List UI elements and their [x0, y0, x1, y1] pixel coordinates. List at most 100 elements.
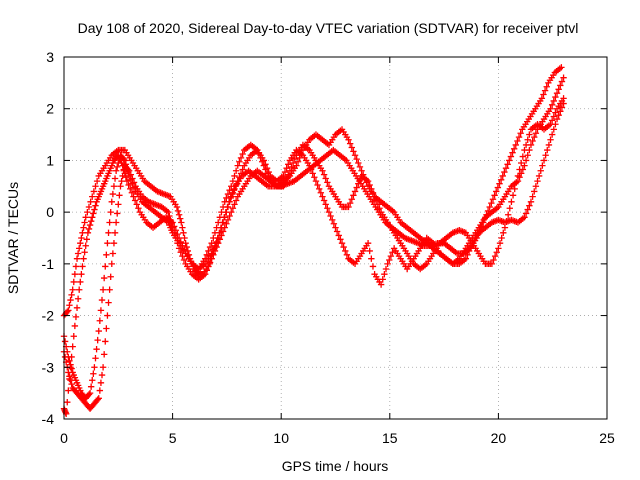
data-point	[103, 251, 110, 259]
data-point	[368, 255, 375, 262]
data-point	[218, 232, 225, 239]
data-point	[462, 255, 470, 262]
data-point	[175, 211, 183, 218]
data-point	[324, 179, 331, 186]
data-point	[179, 242, 186, 249]
data-point	[68, 380, 75, 388]
data-point	[524, 152, 531, 159]
data-point	[131, 197, 139, 204]
data-point	[540, 157, 548, 164]
data-point	[560, 95, 567, 102]
y-tick-label: 2	[46, 101, 54, 117]
data-point	[529, 137, 536, 145]
data-point	[353, 155, 360, 163]
data-point	[281, 168, 289, 176]
data-point	[531, 133, 538, 141]
data-point	[219, 203, 227, 211]
data-point	[514, 172, 522, 180]
data-point	[224, 216, 232, 224]
data-point	[281, 179, 289, 186]
data-point	[389, 249, 396, 256]
data-point	[210, 234, 217, 242]
data-point	[467, 243, 474, 251]
data-point	[345, 136, 352, 143]
data-point	[335, 232, 342, 239]
data-point	[125, 181, 132, 189]
data-point	[229, 205, 237, 212]
data-point	[104, 239, 111, 247]
data-point	[208, 239, 215, 247]
data-point	[68, 365, 75, 372]
data-point	[522, 141, 530, 149]
data-point	[215, 239, 222, 247]
data-point	[107, 208, 114, 216]
data-point	[110, 239, 118, 247]
data-point	[547, 105, 554, 112]
data-point	[92, 355, 99, 362]
data-point	[258, 158, 266, 165]
data-point	[71, 271, 79, 278]
data-point	[374, 201, 382, 208]
data-point	[348, 144, 355, 151]
data-point	[356, 163, 364, 171]
data-point	[488, 199, 495, 207]
data-point	[538, 95, 546, 102]
series-track-2	[60, 74, 567, 402]
data-point	[257, 154, 264, 162]
data-point	[534, 177, 541, 185]
data-point	[114, 210, 121, 217]
data-point	[531, 188, 538, 195]
data-point	[506, 205, 514, 212]
series-track-4	[60, 95, 567, 418]
series-track-3	[60, 100, 567, 412]
data-point	[283, 164, 290, 172]
data-point	[489, 196, 497, 203]
data-point	[127, 185, 134, 193]
data-point	[350, 148, 357, 155]
data-point	[333, 228, 341, 235]
data-point	[515, 133, 523, 141]
data-point	[115, 201, 122, 208]
data-point	[201, 271, 209, 278]
data-point	[65, 387, 72, 394]
data-point	[337, 236, 344, 243]
data-point	[92, 202, 99, 209]
data-point	[127, 171, 134, 178]
data-point	[234, 162, 241, 169]
data-point	[371, 193, 378, 200]
data-point	[135, 205, 142, 212]
y-axis-label: SDTVAR / TECUs	[5, 182, 21, 294]
data-point	[90, 370, 97, 377]
data-point	[107, 273, 114, 280]
x-tick-label: 20	[491, 430, 507, 446]
data-point	[545, 141, 553, 149]
data-point	[348, 196, 355, 203]
data-point	[61, 353, 69, 361]
data-point	[501, 224, 509, 231]
data-point	[106, 219, 113, 226]
data-point	[177, 215, 184, 222]
data-point	[288, 163, 295, 171]
data-point	[125, 167, 133, 174]
data-point	[228, 193, 235, 200]
data-point	[78, 234, 85, 242]
data-point	[351, 188, 359, 195]
data-point	[497, 176, 505, 184]
data-point	[309, 170, 316, 177]
data-point	[69, 343, 76, 350]
y-tick-label: -2	[42, 308, 55, 324]
data-point	[376, 205, 383, 212]
data-point	[94, 336, 101, 344]
data-point	[219, 228, 227, 235]
data-point	[508, 198, 515, 205]
data-point	[490, 256, 497, 264]
data-point	[87, 383, 95, 390]
data-point	[506, 157, 513, 164]
data-point	[123, 177, 131, 185]
data-point	[91, 206, 98, 213]
data-point	[81, 249, 88, 256]
data-point	[120, 155, 127, 163]
data-point	[109, 250, 117, 257]
data-point	[342, 247, 349, 255]
chart-title: Day 108 of 2020, Sidereal Day-to-day VTE…	[78, 20, 579, 36]
